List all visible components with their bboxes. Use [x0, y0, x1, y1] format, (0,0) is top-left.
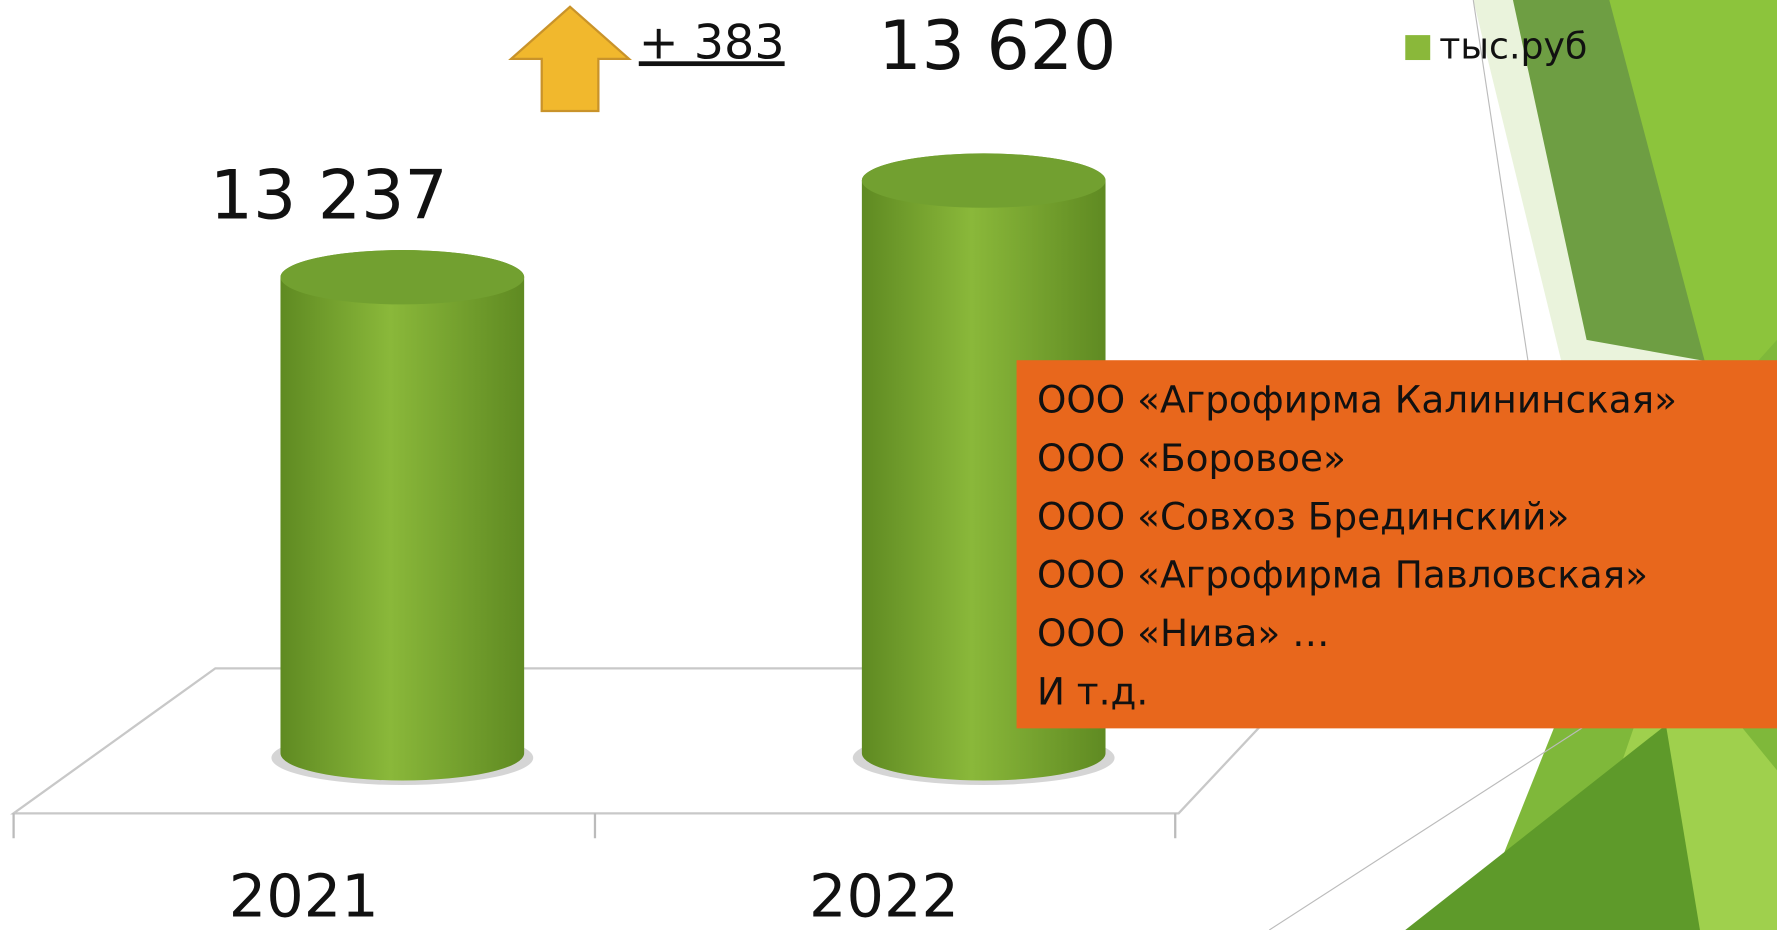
text-box-lines: ООО «Агрофирма Калининская» ООО «Боровое»…	[1037, 378, 1677, 714]
text-box-line: ООО «Агрофирма Павловская»	[1037, 553, 1648, 597]
value-label: 13 237	[210, 157, 448, 236]
text-box-line: ООО «Боровое»	[1037, 436, 1346, 480]
plot: 13 237 2021 13 620 2022	[210, 7, 1117, 930]
text-box-line: ООО «Нива» …	[1037, 611, 1330, 655]
value-label: 13 620	[878, 7, 1116, 86]
legend-label: тыс.руб	[1439, 25, 1587, 68]
difference-annotation: + 383	[639, 15, 785, 70]
text-box	[1016, 360, 1777, 729]
x-tick-label: 2022	[809, 862, 959, 930]
text-box-line: ООО «Совхоз Брединский»	[1037, 494, 1569, 538]
up-arrow	[508, 5, 632, 113]
x-axis	[12, 813, 1177, 839]
cylinder-top	[280, 250, 525, 305]
x-tick-label: 2021	[229, 862, 379, 930]
legend-swatch	[1405, 35, 1431, 61]
cylinder-top	[861, 153, 1106, 208]
text-box-line: И т.д.	[1037, 669, 1148, 713]
text-box-line: ООО «Агрофирма Калининская»	[1037, 378, 1677, 422]
cylinder	[280, 250, 525, 781]
